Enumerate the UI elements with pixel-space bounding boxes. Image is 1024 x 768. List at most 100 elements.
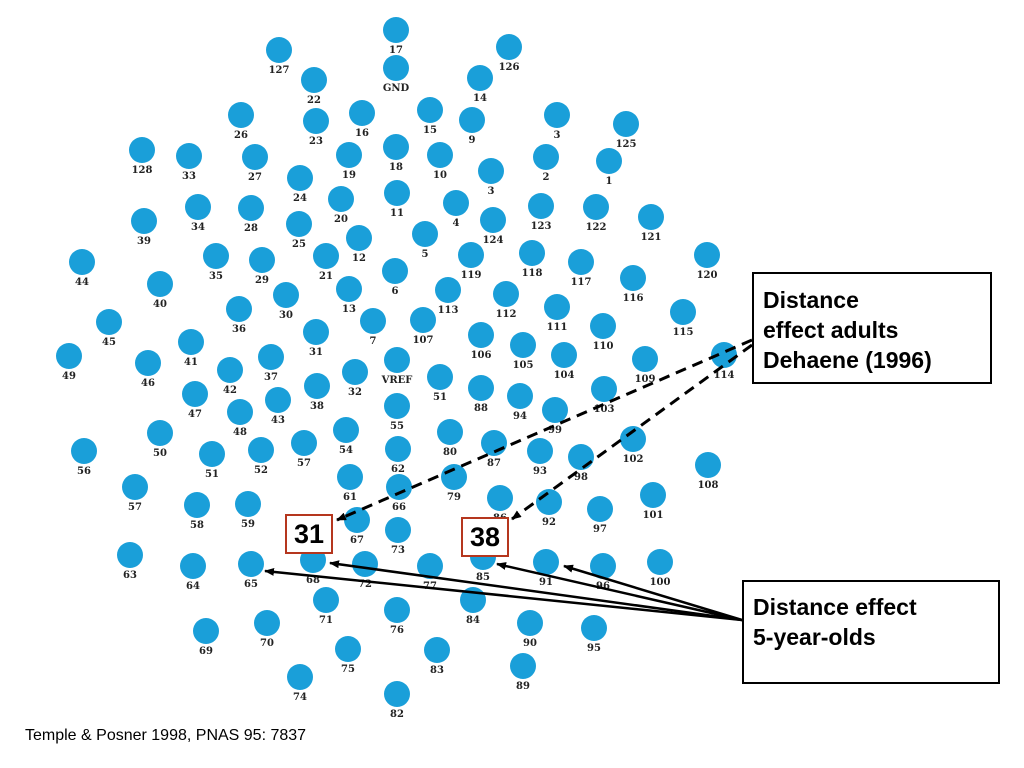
electrode-label: 28 <box>244 223 258 234</box>
electrode-dot <box>291 430 317 456</box>
electrode-71: 71 <box>313 587 339 626</box>
electrode-dot <box>487 485 513 511</box>
electrode-31: 31 <box>303 319 329 358</box>
electrode-dot <box>344 507 370 533</box>
electrode-dot <box>96 309 122 335</box>
callout-adults-line-2: effect adults <box>763 317 899 343</box>
electrode-18: 18 <box>383 134 409 173</box>
electrode-label: 114 <box>714 370 735 381</box>
electrode-label: 22 <box>307 95 321 106</box>
electrode-3: 3 <box>544 102 570 141</box>
electrode-dot <box>384 180 410 206</box>
electrode-dot <box>56 343 82 369</box>
electrode-24: 24 <box>287 165 313 204</box>
electrode-label: 1 <box>606 176 613 187</box>
electrode-75: 75 <box>335 636 361 675</box>
electrode-dot <box>493 281 519 307</box>
electrode-30: 30 <box>273 282 299 321</box>
electrode-dot <box>478 158 504 184</box>
electrode-48: 48 <box>227 399 253 438</box>
electrode-label: 108 <box>698 480 719 491</box>
electrode-dot <box>180 553 206 579</box>
electrode-dot <box>71 438 97 464</box>
electrode-95: 95 <box>581 615 607 654</box>
electrode-dot <box>117 542 143 568</box>
electrode-dot <box>596 148 622 174</box>
electrode-11: 11 <box>384 180 410 219</box>
electrode-126: 126 <box>496 34 522 73</box>
electrode-dot <box>638 204 664 230</box>
electrode-dot <box>694 242 720 268</box>
electrode-dot <box>303 319 329 345</box>
electrode-label: 50 <box>153 448 167 459</box>
electrode-label: 11 <box>390 208 404 219</box>
electrode-3: 3 <box>478 158 504 197</box>
electrode-dot <box>620 426 646 452</box>
electrode-label: 37 <box>264 372 278 383</box>
electrode-label: 118 <box>522 268 543 279</box>
electrode-74: 74 <box>287 664 313 703</box>
electrode-dot <box>333 417 359 443</box>
electrode-22: 22 <box>301 67 327 106</box>
electrode-dot <box>544 294 570 320</box>
electrode-116: 116 <box>620 265 646 304</box>
electrode-62: 62 <box>385 436 411 475</box>
electrode-label: 49 <box>62 371 76 382</box>
electrode-27: 27 <box>242 144 268 183</box>
callout-adults-line-3: Dehaene (1996) <box>763 347 932 373</box>
electrode-label: 98 <box>574 472 588 483</box>
electrode-dot <box>443 190 469 216</box>
electrode-label: 71 <box>319 615 333 626</box>
electrode-label: 90 <box>523 638 537 649</box>
electrode-label: 96 <box>596 581 610 592</box>
electrode-5: 5 <box>412 221 438 260</box>
electrode-dot <box>349 100 375 126</box>
electrode-dot <box>417 553 443 579</box>
electrode-dot <box>496 34 522 60</box>
electrode-dot <box>620 265 646 291</box>
electrode-label: 109 <box>635 374 656 385</box>
electrode-108: 108 <box>695 452 721 491</box>
electrode-dot <box>384 347 410 373</box>
electrode-label: 80 <box>443 447 457 458</box>
electrode-dot <box>533 549 559 575</box>
electrode-label: 15 <box>423 125 437 136</box>
electrode-dot <box>304 373 330 399</box>
electrode-dot <box>412 221 438 247</box>
electrode-dot <box>384 681 410 707</box>
electrode-label: 111 <box>547 322 568 333</box>
electrode-dot <box>383 134 409 160</box>
citation: Temple & Posner 1998, PNAS 95: 7837 <box>25 727 307 744</box>
electrode-21: 21 <box>313 243 339 282</box>
electrode-6: 6 <box>382 258 408 297</box>
electrode-label: 5 <box>422 249 429 260</box>
electrode-label: GND <box>383 83 410 94</box>
electrode-69: 69 <box>193 618 219 657</box>
electrode-dot <box>249 247 275 273</box>
electrode-20: 20 <box>328 186 354 225</box>
electrode-label: 75 <box>341 664 355 675</box>
electrode-label: VREF <box>381 375 413 386</box>
electrode-9: 9 <box>459 107 485 146</box>
kids-arrow-to-68 <box>329 560 743 622</box>
electrode-label: 3 <box>554 130 561 141</box>
electrode-46: 46 <box>135 350 161 389</box>
electrode-label: 21 <box>319 271 333 282</box>
electrode-label: 107 <box>413 335 434 346</box>
electrode-label: 85 <box>476 572 490 583</box>
electrode-dot <box>507 383 533 409</box>
electrode-dot <box>383 17 409 43</box>
electrode-label: 57 <box>128 502 142 513</box>
electrode-109: 109 <box>632 346 658 385</box>
electrode-94: 94 <box>507 383 533 422</box>
electrode-67: 67 <box>344 507 370 546</box>
electrode-dot <box>528 193 554 219</box>
electrode-label: 92 <box>542 517 556 528</box>
electrode-dot <box>242 144 268 170</box>
electrode-label: 66 <box>392 502 406 513</box>
electrode-123: 123 <box>528 193 554 232</box>
electrode-label: 44 <box>75 277 89 288</box>
electrode-dot <box>410 307 436 333</box>
electrode-dot <box>417 97 443 123</box>
electrode-dot <box>424 637 450 663</box>
